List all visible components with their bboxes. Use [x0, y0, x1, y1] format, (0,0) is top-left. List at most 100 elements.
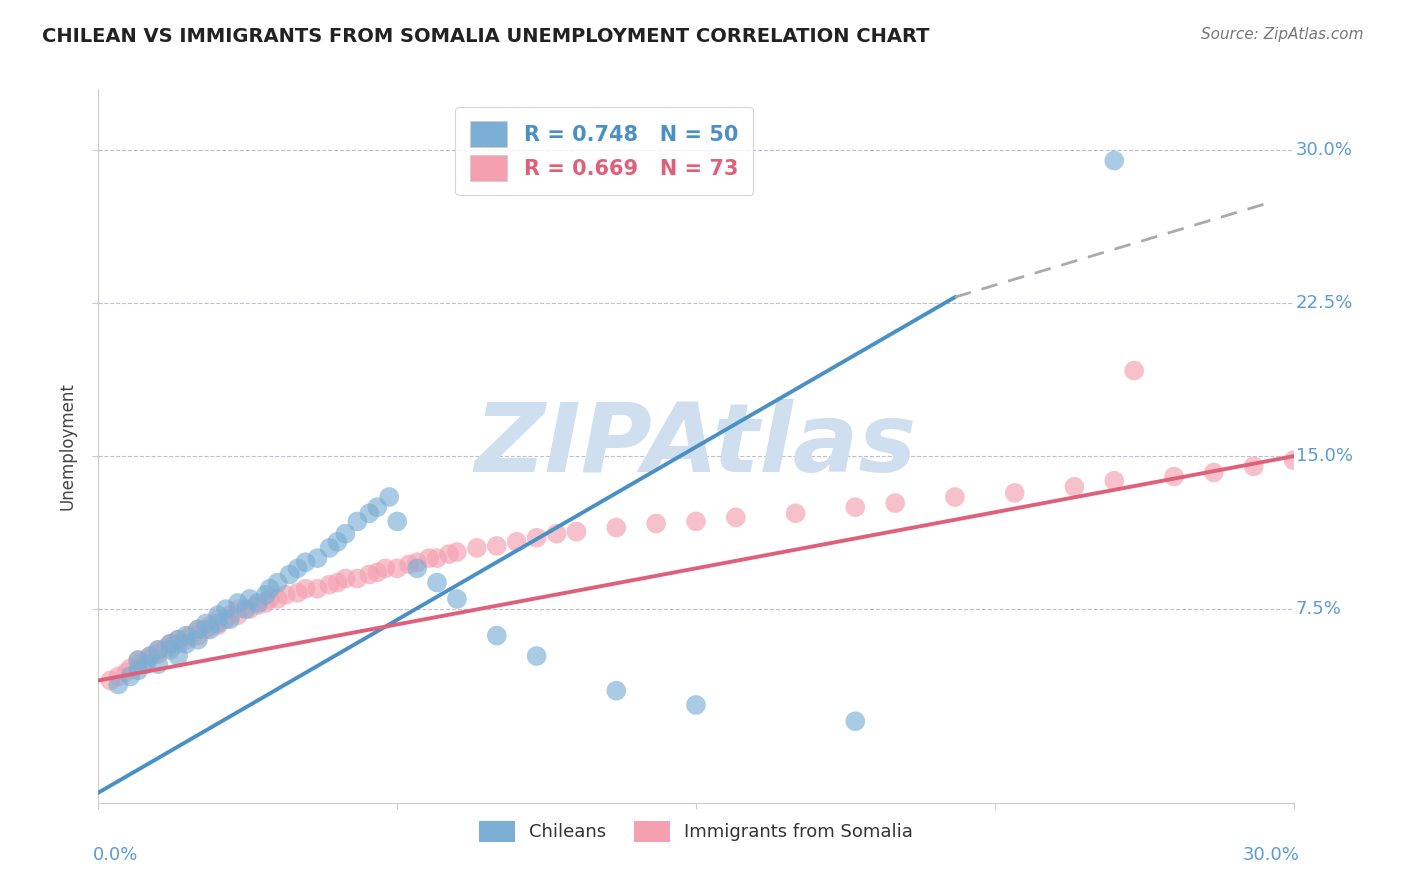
- Point: [406, 561, 429, 575]
- Point: [254, 588, 277, 602]
- Point: [159, 643, 181, 657]
- Point: [294, 582, 316, 596]
- Point: [207, 618, 229, 632]
- Point: [844, 714, 866, 729]
- Point: [195, 623, 218, 637]
- Point: [426, 551, 449, 566]
- Point: [366, 500, 388, 515]
- Point: [226, 596, 249, 610]
- Point: [107, 669, 129, 683]
- Point: [174, 632, 197, 647]
- Text: 15.0%: 15.0%: [1296, 447, 1353, 466]
- Point: [1243, 459, 1265, 474]
- Point: [187, 623, 209, 637]
- Point: [120, 669, 142, 683]
- Point: [287, 586, 309, 600]
- Point: [724, 510, 747, 524]
- Point: [685, 698, 707, 712]
- Point: [287, 561, 309, 575]
- Point: [259, 591, 281, 606]
- Point: [526, 531, 548, 545]
- Point: [1202, 466, 1225, 480]
- Point: [605, 520, 627, 534]
- Point: [278, 567, 301, 582]
- Text: 30.0%: 30.0%: [1243, 846, 1299, 863]
- Point: [174, 629, 197, 643]
- Point: [148, 643, 170, 657]
- Point: [139, 648, 162, 663]
- Point: [359, 567, 381, 582]
- Point: [219, 612, 242, 626]
- Point: [155, 640, 177, 655]
- Point: [546, 526, 568, 541]
- Point: [385, 515, 409, 529]
- Point: [215, 612, 238, 626]
- Point: [645, 516, 668, 531]
- Point: [167, 632, 190, 647]
- Point: [465, 541, 488, 555]
- Point: [1123, 363, 1146, 377]
- Point: [167, 648, 190, 663]
- Point: [127, 663, 149, 677]
- Point: [179, 629, 201, 643]
- Point: [446, 591, 468, 606]
- Point: [335, 526, 357, 541]
- Point: [215, 602, 238, 616]
- Point: [148, 647, 170, 661]
- Point: [167, 637, 190, 651]
- Point: [1004, 486, 1026, 500]
- Point: [226, 608, 249, 623]
- Text: Source: ZipAtlas.com: Source: ZipAtlas.com: [1201, 27, 1364, 42]
- Point: [326, 575, 349, 590]
- Point: [398, 558, 420, 572]
- Point: [239, 602, 262, 616]
- Point: [139, 648, 162, 663]
- Point: [254, 596, 277, 610]
- Text: 0.0%: 0.0%: [93, 846, 138, 863]
- Point: [219, 608, 242, 623]
- Point: [195, 616, 218, 631]
- Point: [437, 547, 460, 561]
- Point: [187, 623, 209, 637]
- Point: [226, 602, 249, 616]
- Point: [274, 588, 297, 602]
- Point: [98, 673, 122, 688]
- Point: [239, 591, 262, 606]
- Text: ZIPAtlas: ZIPAtlas: [475, 400, 917, 492]
- Point: [374, 561, 396, 575]
- Point: [485, 629, 508, 643]
- Point: [307, 582, 329, 596]
- Point: [246, 598, 269, 612]
- Point: [485, 539, 508, 553]
- Y-axis label: Unemployment: Unemployment: [59, 382, 77, 510]
- Point: [307, 551, 329, 566]
- Point: [135, 657, 157, 672]
- Point: [1104, 474, 1126, 488]
- Point: [127, 653, 149, 667]
- Point: [159, 637, 181, 651]
- Point: [207, 612, 229, 626]
- Point: [359, 506, 381, 520]
- Point: [446, 545, 468, 559]
- Point: [406, 555, 429, 569]
- Point: [418, 551, 440, 566]
- Point: [943, 490, 966, 504]
- Point: [785, 506, 807, 520]
- Point: [346, 572, 368, 586]
- Point: [135, 653, 157, 667]
- Point: [318, 577, 340, 591]
- Point: [174, 637, 197, 651]
- Point: [267, 575, 290, 590]
- Point: [167, 632, 190, 647]
- Point: [107, 677, 129, 691]
- Point: [378, 490, 401, 504]
- Point: [385, 561, 409, 575]
- Point: [1104, 153, 1126, 168]
- Point: [366, 566, 388, 580]
- Point: [120, 661, 142, 675]
- Point: [148, 657, 170, 672]
- Point: [565, 524, 588, 539]
- Point: [426, 575, 449, 590]
- Point: [335, 572, 357, 586]
- Point: [1282, 453, 1305, 467]
